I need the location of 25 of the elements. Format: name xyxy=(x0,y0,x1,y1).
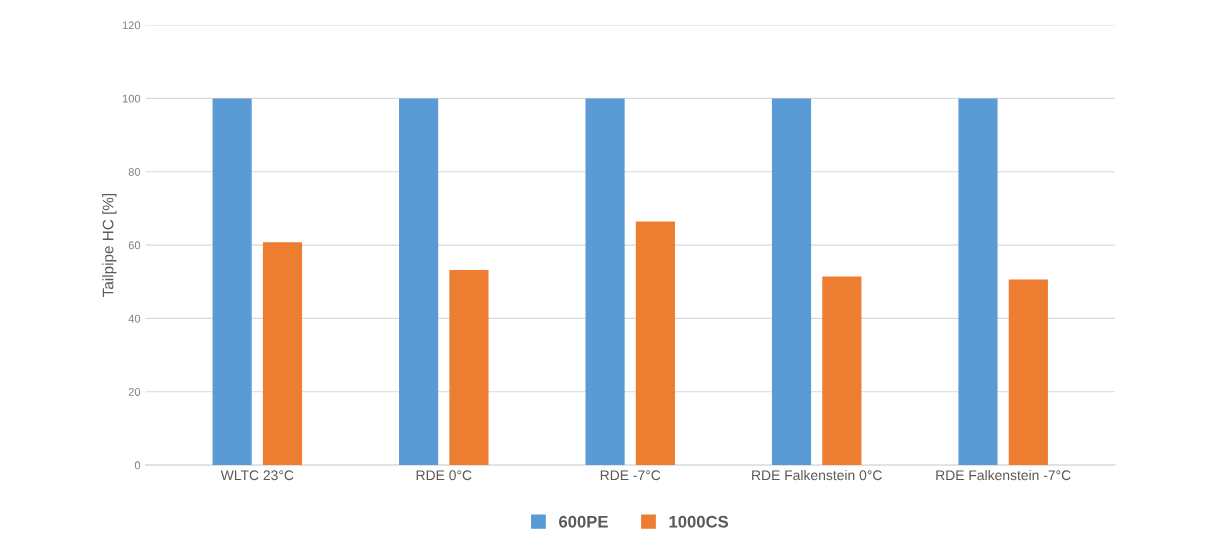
bar xyxy=(958,98,998,466)
y-tick-label: 60 xyxy=(128,241,141,250)
bar xyxy=(449,270,489,466)
x-tick-label: RDE -7°C xyxy=(600,470,661,481)
y-tick-label: 40 xyxy=(128,314,141,323)
bar xyxy=(635,221,675,466)
y-axis-title: Tailpipe HC [%] xyxy=(102,193,117,297)
x-tick-label: RDE 0°C xyxy=(416,470,472,481)
y-tick-label: 80 xyxy=(128,168,141,176)
legend-label: 1000CS xyxy=(669,515,729,528)
y-tick-label: 120 xyxy=(122,21,141,30)
bar xyxy=(585,98,625,466)
y-tick-label: 0 xyxy=(134,461,141,470)
y-tick-label: 100 xyxy=(122,94,141,103)
legend-label: 600PE xyxy=(559,515,608,528)
x-tick-label: RDE Falkenstein 0°C xyxy=(752,469,882,481)
y-tick-label: 20 xyxy=(128,388,141,396)
bar xyxy=(262,242,303,466)
x-tick-label: RDE Falkenstein -7°C xyxy=(936,469,1071,481)
bar xyxy=(822,276,862,466)
x-tick-label: WLTC 23°C xyxy=(220,470,294,481)
bar xyxy=(1008,279,1048,466)
bar xyxy=(212,98,252,466)
bar xyxy=(399,98,439,466)
bar xyxy=(771,98,812,466)
